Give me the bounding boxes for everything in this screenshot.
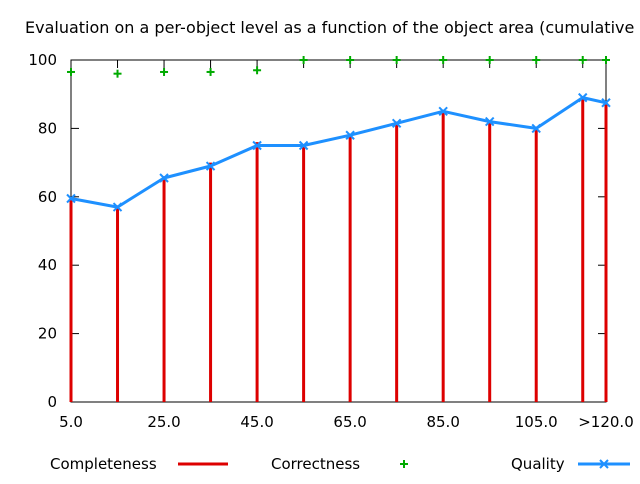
quality-point-7 [391,118,402,128]
y-tick-label-60: 60 [38,188,57,206]
correctness-point-1 [113,69,122,78]
y-tick-label-40: 40 [38,256,57,274]
x-tick-label-3: 65.0 [333,413,366,431]
quality-point-9 [484,116,495,127]
chart-title: Evaluation on a per-object level as a fu… [25,18,634,37]
x-tick-label-2: 45.0 [240,413,273,431]
quality-point-0 [66,193,76,204]
y-tick-label-0: 0 [47,393,57,411]
correctness-point-3 [206,67,215,76]
legend-label-quality: Quality [511,455,565,473]
correctness-point-7 [392,56,401,64]
x-tick-label-0: 5.0 [59,413,83,431]
x-axis-ticks: 5.0 25.0 45.0 65.0 85.0 105.0 >120.0 [59,60,634,431]
x-tick-label-6: >120.0 [578,413,634,431]
legend: Completeness Correctness Quality [50,455,630,473]
legend-label-completeness: Completeness [50,455,157,473]
correctness-point-9 [485,56,494,64]
correctness-point-10 [532,56,541,64]
y-axis-ticks: 0 20 40 60 80 100 [28,51,606,411]
quality-point-1 [112,202,123,212]
correctness-point-8 [439,56,448,64]
quality-point-4 [252,140,262,151]
correctness-point-5 [299,56,308,64]
quality-point-5 [298,140,309,151]
quality-line [70,96,607,209]
correctness-point-11 [578,56,587,64]
y-tick-label-80: 80 [38,119,57,137]
correctness-point-6 [346,56,355,64]
correctness-point-12 [602,56,610,64]
correctness-point-2 [160,67,169,76]
plot-border [70,59,607,403]
legend-label-correctness: Correctness [271,455,360,473]
quality-point-8 [438,106,448,117]
x-tick-label-5: 105.0 [515,413,558,431]
y-tick-label-20: 20 [38,325,57,343]
quality-point-2 [159,173,169,183]
correctness-series [67,56,610,78]
legend-swatch-correctness [400,460,408,468]
completeness-series [69,97,608,402]
y-tick-label-100: 100 [28,51,57,69]
correctness-point-0 [67,67,75,76]
x-tick-label-4: 85.0 [426,413,459,431]
plot-frame [70,59,607,403]
quality-point-6 [345,130,355,140]
quality-point-12 [601,98,611,108]
quality-point-11 [578,92,588,103]
x-tick-label-1: 25.0 [147,413,180,431]
correctness-point-4 [253,66,262,75]
quality-series [66,92,611,212]
legend-swatch-quality-marker [599,459,609,469]
quality-point-3 [205,161,216,171]
quality-point-10 [531,123,541,134]
